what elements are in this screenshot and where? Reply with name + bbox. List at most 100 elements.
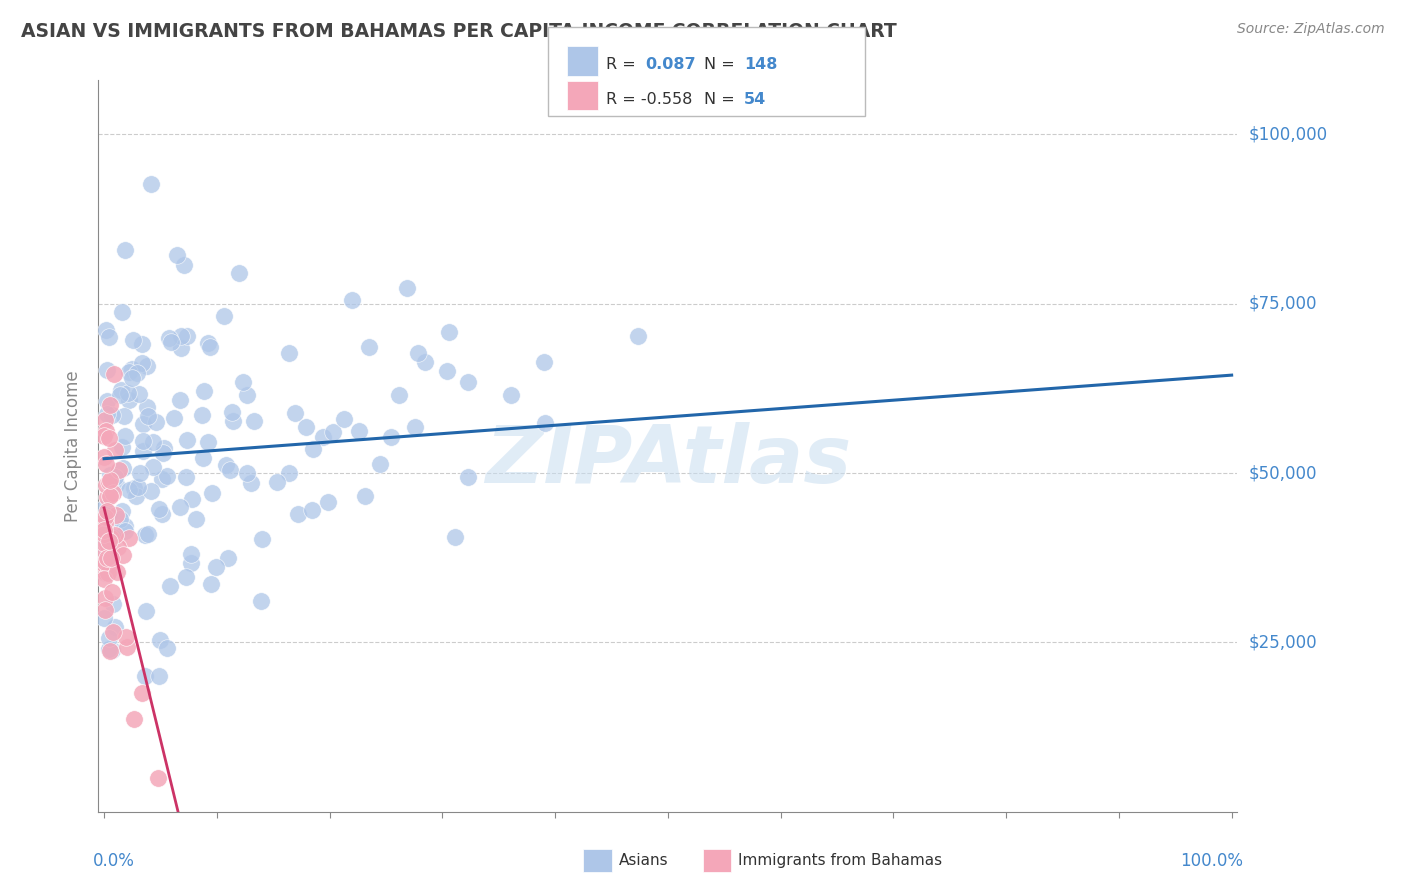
Point [114, 243, 136, 257]
Point [200, 576, 222, 591]
Point [232, 376, 254, 390]
Point [121, 362, 143, 376]
Point [278, 346, 301, 360]
Point [96, 551, 118, 566]
Point [436, 364, 458, 378]
Point [98, 508, 121, 523]
Point [100, 550, 122, 565]
Text: Asians: Asians [619, 854, 668, 868]
Point [93, 527, 115, 541]
Text: $100,000: $100,000 [1249, 126, 1327, 144]
Point [93, 610, 115, 624]
Point [100, 531, 122, 545]
Point [96, 394, 118, 409]
Point [204, 559, 226, 574]
Point [97, 559, 120, 574]
Point [142, 434, 165, 449]
Point [108, 463, 131, 477]
Point [125, 489, 148, 503]
Point [198, 340, 221, 354]
Point [180, 556, 202, 570]
Point [457, 375, 479, 389]
Point [98, 642, 121, 657]
Text: ASIAN VS IMMIGRANTS FROM BAHAMAS PER CAPITA INCOME CORRELATION CHART: ASIAN VS IMMIGRANTS FROM BAHAMAS PER CAP… [21, 22, 897, 41]
Point [501, 388, 523, 402]
Point [250, 594, 273, 608]
Point [157, 331, 180, 345]
Point [111, 440, 134, 454]
Point [311, 430, 333, 444]
Point [191, 451, 214, 466]
Point [104, 528, 127, 542]
Point [287, 507, 309, 521]
Point [103, 530, 125, 544]
Point [118, 365, 141, 379]
Point [322, 425, 344, 439]
Point [149, 632, 172, 647]
Point [627, 329, 650, 343]
Point [135, 359, 157, 374]
Point [174, 570, 197, 584]
Point [96, 323, 118, 337]
Point [101, 585, 124, 599]
Point [166, 248, 188, 262]
Text: Immigrants from Bahamas: Immigrants from Bahamas [738, 854, 942, 868]
Point [150, 508, 173, 522]
Point [98, 489, 121, 503]
Point [94, 566, 117, 581]
Point [93, 524, 115, 539]
Point [197, 435, 219, 450]
Text: R = -0.558: R = -0.558 [606, 92, 692, 107]
Point [169, 500, 191, 514]
Point [406, 346, 429, 360]
Point [104, 620, 127, 634]
Point [94, 591, 117, 606]
Point [163, 410, 186, 425]
Point [222, 414, 245, 428]
Point [93, 513, 115, 527]
Point [93, 500, 115, 515]
Point [111, 461, 134, 475]
Point [354, 489, 377, 503]
Point [415, 355, 437, 369]
Point [359, 339, 381, 353]
Point [236, 467, 259, 481]
Point [180, 547, 202, 561]
Point [94, 516, 117, 531]
Point [159, 579, 181, 593]
Point [101, 409, 124, 423]
Point [112, 409, 135, 424]
Point [533, 416, 555, 430]
Point [94, 533, 117, 548]
Point [191, 409, 214, 423]
Point [252, 533, 274, 547]
Point [243, 414, 266, 428]
Point [93, 523, 115, 537]
Point [121, 333, 143, 347]
Point [105, 508, 128, 522]
Point [94, 555, 117, 569]
Point [159, 335, 181, 350]
Point [98, 643, 121, 657]
Point [135, 603, 157, 617]
Point [103, 368, 125, 382]
Point [150, 472, 173, 486]
Point [117, 392, 139, 407]
Point [136, 409, 159, 424]
Point [201, 486, 224, 500]
Point [94, 478, 117, 492]
Point [156, 468, 179, 483]
Point [93, 523, 115, 537]
Point [98, 398, 121, 412]
Text: Source: ZipAtlas.com: Source: ZipAtlas.com [1237, 22, 1385, 37]
Point [94, 413, 117, 427]
Point [136, 526, 159, 541]
Point [93, 539, 115, 553]
Point [277, 466, 299, 480]
Point [347, 424, 370, 438]
Point [129, 467, 152, 481]
Point [121, 371, 143, 385]
Point [340, 293, 363, 307]
Point [301, 503, 323, 517]
Point [217, 551, 239, 566]
